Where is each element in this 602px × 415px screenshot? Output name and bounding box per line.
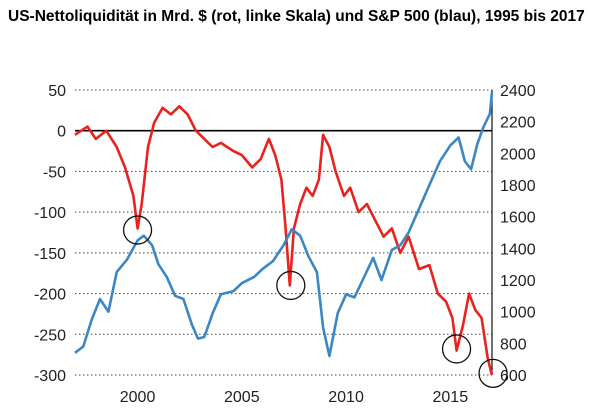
series-line-liquidity [74, 105, 494, 376]
x-axis-tick-label: 2005 [224, 389, 260, 406]
right-axis-tick-label: 1000 [500, 305, 536, 322]
right-axis-tick-label: 600 [500, 368, 527, 385]
annotation-circles [122, 215, 508, 389]
right-axis-tick-label: 800 [500, 336, 527, 353]
series-line-sp500 [74, 91, 494, 358]
grid [75, 89, 492, 376]
left-axis-tick-label: -200 [34, 287, 66, 304]
left-axis-tick-label: 50 [48, 83, 66, 100]
series-lines [74, 91, 494, 376]
left-axis-tick-label: -100 [34, 205, 66, 222]
x-axis-tick-label: 2010 [328, 389, 364, 406]
left-axis-tick-label: -50 [43, 164, 66, 181]
chart-title: US-Nettoliquidität in Mrd. $ (rot, linke… [8, 8, 585, 25]
right-axis-tick-label: 1400 [500, 241, 536, 258]
left-axis-tick-label: -150 [34, 246, 66, 263]
tick-labels: 50 0 -50 -100 -150 -200 -250 -300 2400 2200 2000 18… [34, 83, 536, 406]
right-axis-tick-label: 2200 [500, 115, 536, 132]
right-axis-tick-label: 2400 [500, 83, 536, 100]
left-axis-tick-label: 0 [57, 124, 66, 141]
right-axis-tick-label: 2000 [500, 146, 536, 163]
annotation-circle [441, 334, 472, 364]
annotation-circle [122, 215, 153, 245]
x-axis-tick-label: 2000 [120, 389, 156, 406]
right-axis-tick-label: 1200 [500, 273, 536, 290]
left-axis-tick-label: -250 [34, 327, 66, 344]
annotation-circle [478, 358, 508, 389]
right-axis-tick-label: 1800 [500, 178, 536, 195]
right-axis-tick-label: 1600 [500, 210, 536, 227]
annotation-circle [276, 270, 306, 301]
axes [75, 90, 493, 375]
left-axis-tick-label: -300 [34, 368, 66, 385]
x-axis-tick-label: 2015 [433, 389, 469, 406]
